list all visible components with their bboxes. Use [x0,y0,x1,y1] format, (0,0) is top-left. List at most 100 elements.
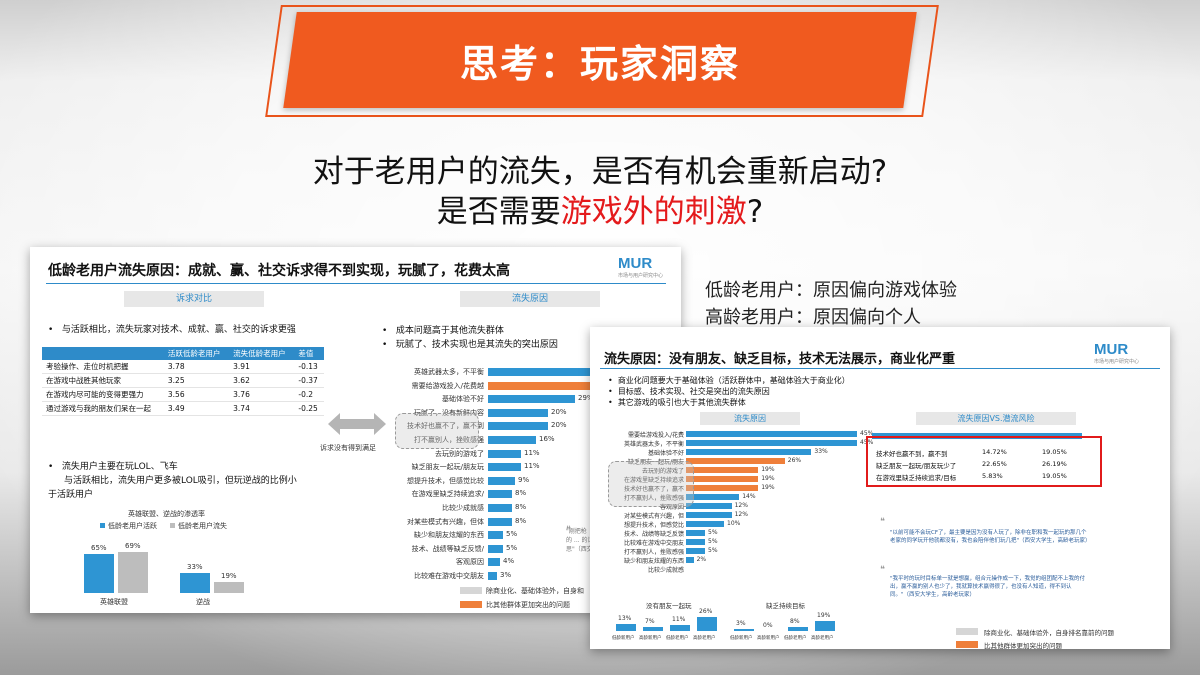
mini-bar [616,623,636,631]
bar [488,572,497,580]
mini-value: 19% [817,611,831,619]
bar-value: 11% [524,448,540,457]
section-risk-compare: 流失原因VS.潜流风险 [916,412,1076,425]
bar [488,408,548,417]
mini-value: 13% [618,614,632,622]
side-note-young: 低龄老用户：原因偏向游戏体验 [705,280,957,301]
risk-value-1: 14.72% [982,448,1007,456]
mini-category: 高龄老用户 [811,636,834,641]
bar [686,557,694,563]
question-prefix: 是否需要 [436,194,561,230]
bar [686,521,724,527]
bullet-games: • 流失用户主要在玩LOL、飞车 [48,462,178,472]
bar-label: 缺乏朋友一起玩/朋友玩 [411,463,484,472]
bar-value: 5% [708,538,718,545]
bar-label: 玩腻了，没有新鲜内容 [414,408,484,417]
bar-label: 比较少成就感 [442,504,484,512]
bar [488,531,503,540]
mini-value: 65% [91,544,107,552]
bar-value: 19% [761,484,775,491]
bullet-other-games: • 其它游戏的吸引也大于其他流失群体 [608,398,746,407]
quote-icon: ❝ [880,565,885,575]
bar-label: 在游戏里缺乏持续追求/ [411,490,484,499]
bar-label: 技术好也赢不了，赢不 [623,486,684,493]
bar [686,548,705,554]
bullet-demand: • 与活跃相比，流失玩家对技术、成就、赢、社交的诉求更强 [48,325,296,335]
mini-category: 低龄新用户 [730,636,753,641]
bar-value: 19% [761,475,775,482]
sub-label-friends: 没有朋友一起玩 [646,602,692,610]
legend-swatch-active [100,523,105,528]
bar-value: 20% [551,421,567,430]
quote-icon: ❝ [880,517,885,527]
bar-label: 技术好也赢不了，赢不到 [407,422,484,431]
bar-label: 英雄武器太多，不平衡 [623,441,684,448]
bar [686,539,705,545]
legend-lost: 低龄老用户流失 [178,522,227,530]
bar-label: 客观原因 [659,504,684,511]
mini-bar [643,627,663,631]
highlight-ellipse [395,413,479,449]
bar [488,368,608,376]
bar-value: 8% [515,489,527,498]
bar [488,449,521,458]
mini-value: 33% [187,563,203,572]
mini-value: 7% [645,618,655,626]
bar [686,440,857,446]
bar-value: 10% [727,520,741,527]
legend-swatch-orange [956,641,978,648]
bar-label: 基础体验不好 [647,450,684,457]
bar [686,449,812,455]
bar-value: 8% [515,516,527,525]
page-title: 思考：玩家洞察 [459,41,740,86]
mini-value: 11% [672,615,686,623]
legend-active: 低龄老用户活跃 [108,522,157,530]
bar [686,530,705,536]
bar-value: 2% [696,556,707,563]
bullet-goals: • 目标感、技术实现、社交是突出的流失原因 [608,387,770,396]
bullet-commercial: • 商业化问题要大于基础体验（活跃群体中，基础体验大于商业化） [608,376,850,385]
risk-row-label: 缺乏朋友一起玩/朋友玩少了 [876,462,957,470]
logo-text: MUR [1094,341,1129,358]
legend-swatch-grey [460,587,482,594]
quote-friends: "以前可能不会玩CF了，最主要是因为没有人玩了，除非在职和我一起玩的那几个老家的… [890,530,1090,544]
risk-value-1: 5.83% [982,472,1003,480]
mini-bar [670,624,690,631]
table-row: 通过游戏与我的朋友们呆在一起 3.49 3.74 -0.25 [42,401,324,416]
bar-value: 11% [524,462,540,471]
mini-bar-lost [214,581,244,593]
mur-logo: MUR 市场与用户研究中心 [618,255,663,279]
table-header: 差值 [294,347,324,360]
bar [488,436,536,444]
mini-value: 3% [736,620,746,628]
bullet-lol-b: 于活跃用户 [48,490,94,500]
bar-value: 33% [814,448,828,455]
risk-value-2: 19.05% [1042,448,1067,456]
mur-logo: MUR 市场与用户研究中心 [1094,341,1139,365]
legend-grey: 除商业化、基础体验外，自身排名靠前的问题 [984,629,1114,637]
bar-value: 5% [708,547,718,554]
bar-value: 8% [515,503,527,511]
bar-label: 缺乏朋友一起玩/朋友 [627,459,684,466]
mini-category: 高龄新用户 [639,636,662,641]
bar-label: 缺少和朋友炫耀的东西 [623,558,684,565]
mini-bar-active [180,573,210,593]
bar-value: 4% [503,557,515,566]
bar-value: 5% [506,530,518,539]
bar-value: 5% [506,543,518,552]
bar [686,476,759,482]
table-row: 考验操作、走位时机把握 3.78 3.91 -0.13 [42,360,324,374]
table-row: 在游戏中战胜其他玩家 3.25 3.62 -0.37 [42,373,324,388]
old-users-slide: 流失原因：没有朋友、缺乏目标，技术无法展示，商业化严重 MUR 市场与用户研究中心… [590,327,1170,649]
bar-label: 去玩别的游戏了 [435,449,484,458]
question-highlight: 游戏外的刺激 [560,194,747,230]
bar [488,490,512,499]
question-suffix: ? [746,194,764,230]
logo-subtext: 市场与用户研究中心 [1094,359,1140,365]
bar [488,381,602,390]
mini-category: 英雄联盟 [100,598,128,606]
logo-subtext: 市场与用户研究中心 [618,273,664,279]
title-divider [46,283,666,284]
mini-category: 高龄新用户 [757,636,780,641]
side-note-old: 高龄老用户：原因偏向个人 [705,307,921,328]
